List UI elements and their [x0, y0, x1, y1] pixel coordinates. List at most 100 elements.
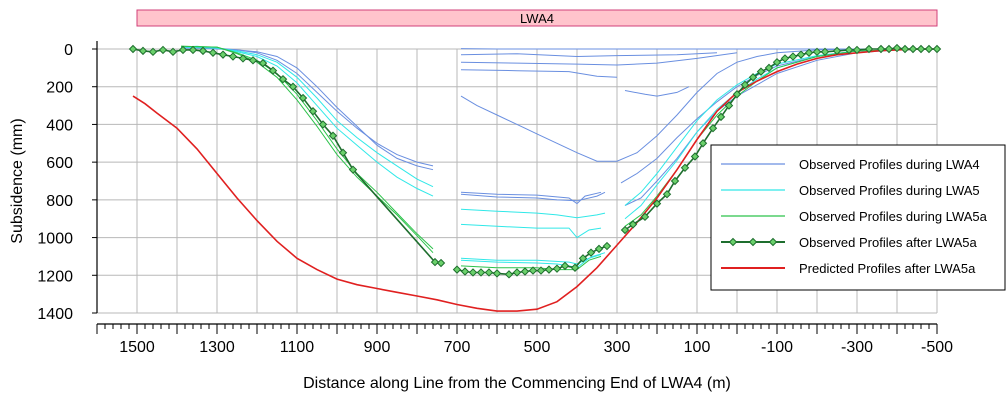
legend-marker [748, 237, 758, 247]
series-line-observed-lwa4 [460, 52, 738, 66]
y-tick-label: 1200 [37, 268, 73, 285]
data-point-marker [732, 90, 742, 99]
data-point-marker [804, 48, 814, 57]
y-tick-label: 0 [64, 42, 73, 59]
data-point-marker [436, 258, 446, 268]
data-point-marker [228, 52, 238, 61]
data-point-marker [238, 54, 248, 63]
y-tick-label: 1400 [37, 306, 73, 323]
data-point-marker [748, 73, 758, 82]
data-point-marker [892, 43, 902, 53]
data-point-marker [536, 266, 546, 275]
data-point-marker [452, 265, 462, 274]
data-point-marker [168, 47, 178, 57]
data-point-marker [594, 244, 604, 254]
y-tick-label: 1000 [37, 231, 73, 248]
data-point-marker [812, 47, 822, 57]
data-point-marker [864, 44, 874, 54]
series-line-observed-lwa4 [460, 48, 937, 162]
series-line-observed-lwa5a [180, 45, 434, 254]
data-point-marker [528, 266, 538, 275]
x-tick-label: -100 [761, 339, 793, 356]
series-line-observed-lwa5 [180, 46, 434, 197]
data-point-marker [796, 50, 806, 59]
data-point-marker [690, 152, 700, 161]
data-point-marker [248, 56, 258, 65]
series-line-observed-lwa4 [181, 47, 434, 171]
data-point-marker [628, 220, 638, 229]
data-point-marker [504, 270, 514, 279]
data-point-marker [544, 265, 554, 274]
data-point-marker [916, 44, 926, 54]
data-point-marker [570, 263, 580, 272]
series-line-observed-after [132, 48, 442, 264]
data-point-marker [932, 44, 942, 54]
data-point-marker [288, 82, 298, 91]
x-tick-label: 700 [444, 339, 471, 356]
data-point-marker [560, 261, 570, 271]
x-tick-label: 900 [364, 339, 391, 356]
legend-label: Observed Profiles during LWA4 [799, 157, 980, 172]
legend-marker [768, 237, 778, 247]
data-point-marker [670, 176, 680, 186]
x-tick-label: 1500 [119, 339, 155, 356]
banner-label: LWA4 [520, 11, 554, 26]
data-point-marker [328, 131, 338, 140]
data-point-marker [492, 269, 502, 278]
y-tick-label: 400 [46, 117, 73, 134]
data-point-marker [820, 47, 830, 57]
series-line-observed-lwa4 [624, 86, 690, 97]
data-point-marker [764, 63, 774, 73]
data-point-marker [832, 46, 842, 56]
data-point-marker [724, 101, 734, 110]
data-point-marker [128, 44, 138, 54]
data-point-marker [298, 93, 308, 103]
data-point-marker [756, 67, 766, 76]
data-point-marker [716, 112, 726, 122]
banner: LWA4 [136, 9, 938, 27]
data-point-marker [268, 66, 278, 75]
x-tick-label: 500 [524, 339, 551, 356]
data-point-marker [680, 163, 690, 173]
data-point-marker [844, 45, 854, 55]
data-point-marker [460, 267, 470, 276]
series-line-observed-lwa5 [180, 45, 434, 188]
data-point-marker [258, 58, 268, 68]
data-point-marker [178, 45, 188, 55]
data-point-marker [586, 248, 596, 257]
data-point-marker [218, 50, 228, 59]
x-axis-title: Distance along Line from the Commencing … [303, 375, 731, 392]
series-line-observed-lwa4 [184, 46, 434, 167]
x-tick-label: 100 [684, 339, 711, 356]
data-point-marker [308, 107, 318, 116]
data-point-marker [900, 44, 910, 54]
y-tick-label: 200 [46, 80, 73, 97]
x-tick-label: -300 [841, 339, 873, 356]
series-line-observed-lwa4 [460, 191, 602, 205]
series-line-observed-lwa4 [460, 69, 618, 78]
banner-bar [136, 9, 938, 27]
axes: 0 200 400 600 800 1000 1200 1400 1500 1300 1100 900… [37, 41, 953, 356]
legend-label: Observed Profiles after LWA5a [799, 235, 978, 250]
data-point-marker [876, 44, 886, 54]
y-tick-label: 600 [46, 155, 73, 172]
data-point-marker [278, 74, 288, 84]
data-point-marker [602, 241, 612, 251]
series [128, 43, 942, 312]
data-point-marker [198, 46, 208, 56]
data-point-marker [780, 54, 790, 63]
data-point-marker [578, 254, 588, 263]
series-line-observed-lwa5 [624, 48, 938, 206]
data-point-marker [662, 189, 672, 199]
data-point-marker [924, 44, 934, 54]
series-line-observed-lwa4 [460, 52, 718, 58]
data-point-marker [138, 46, 148, 56]
series-line-predicted-after [132, 48, 937, 312]
x-tick-label: -500 [921, 339, 953, 356]
data-point-marker [620, 225, 630, 235]
data-point-marker [640, 212, 650, 222]
data-point-marker [318, 120, 328, 129]
data-point-marker [852, 45, 862, 55]
data-point-marker [348, 165, 358, 174]
